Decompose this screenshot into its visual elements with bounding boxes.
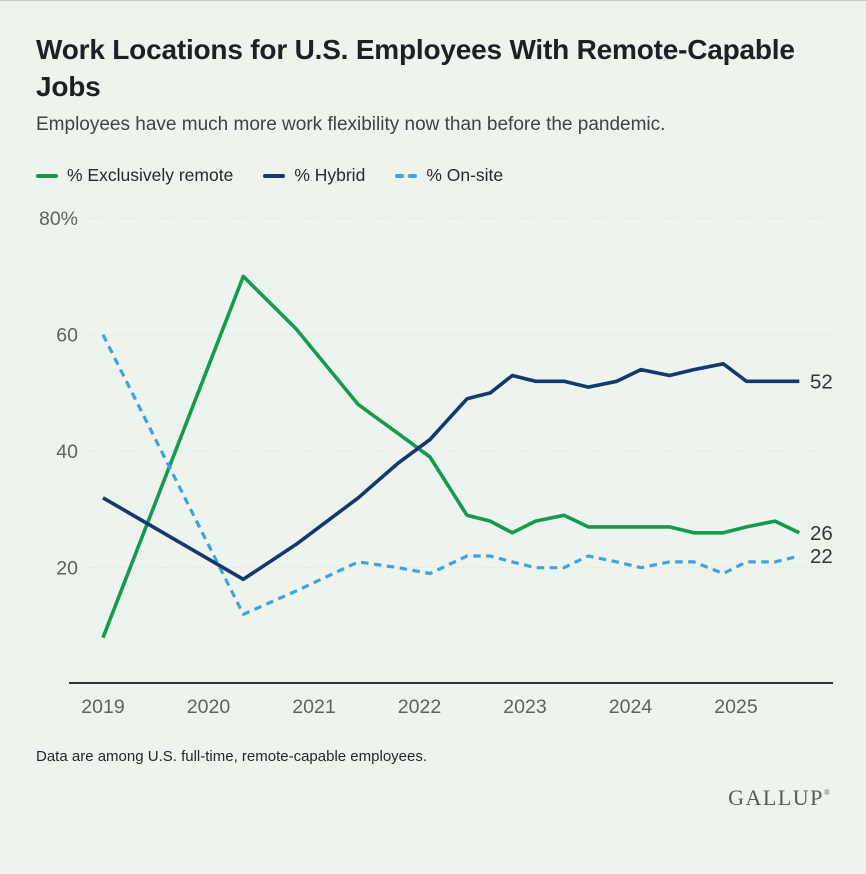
- registered-mark: ®: [823, 788, 830, 797]
- page-title: Work Locations for U.S. Employees With R…: [36, 31, 830, 105]
- legend-item-on-site: % On-site: [395, 165, 503, 186]
- x-axis-tick-label: 2020: [187, 696, 231, 718]
- series-end-value-label: 22: [810, 545, 833, 568]
- legend-item-hybrid: % Hybrid: [263, 165, 365, 186]
- onsite-dashed-swatch-icon: [395, 173, 418, 178]
- hybrid-line-swatch-icon: [263, 173, 286, 178]
- x-axis-tick-label: 2025: [714, 696, 758, 718]
- series-line-on-site: [101, 333, 800, 616]
- series-end-value-label: 26: [810, 522, 833, 545]
- remote-line-swatch-icon: [36, 173, 58, 178]
- x-axis-tick-label: 2019: [81, 696, 124, 718]
- legend-label-hybrid: % Hybrid: [294, 165, 366, 185]
- series-end-value-label: 52: [810, 370, 833, 393]
- y-axis-tick-label: 80%: [39, 208, 78, 230]
- legend-item-exclusively-remote: % Exclusively remote: [36, 165, 233, 186]
- series-line-exclusively-remote: [101, 274, 801, 639]
- x-axis-tick-label: 2021: [292, 696, 335, 718]
- gallup-chart-card: Work Locations for U.S. Employees With R…: [0, 31, 866, 874]
- title-line-1: Work Locations for U.S. Employees With R…: [36, 34, 795, 65]
- x-axis-tick-label: 2022: [398, 696, 441, 718]
- line-chart: 80% 60 40 20 2019 2020 2021 2022 2023 2024 2025 26 5…: [39, 208, 833, 718]
- x-axis-tick-label: 2023: [503, 696, 546, 718]
- x-axis-tick-label: 2024: [609, 696, 653, 718]
- legend-label-remote: % Exclusively remote: [67, 165, 234, 185]
- y-axis-tick-label: 60: [56, 325, 78, 347]
- gallup-logo: GALLUP®: [728, 785, 830, 810]
- series-line-hybrid: [102, 362, 800, 582]
- legend: % Exclusively remote % Hybrid % On-site: [36, 165, 830, 186]
- y-axis-tick-label: 40: [56, 441, 78, 463]
- chart-subtitle: Employees have much more work flexibilit…: [36, 114, 666, 135]
- footnote: Data are among U.S. full-time, remote-ca…: [36, 748, 428, 765]
- legend-label-onsite: % On-site: [426, 165, 504, 185]
- title-line-2: Jobs: [36, 71, 101, 102]
- y-axis-tick-label: 20: [56, 558, 78, 580]
